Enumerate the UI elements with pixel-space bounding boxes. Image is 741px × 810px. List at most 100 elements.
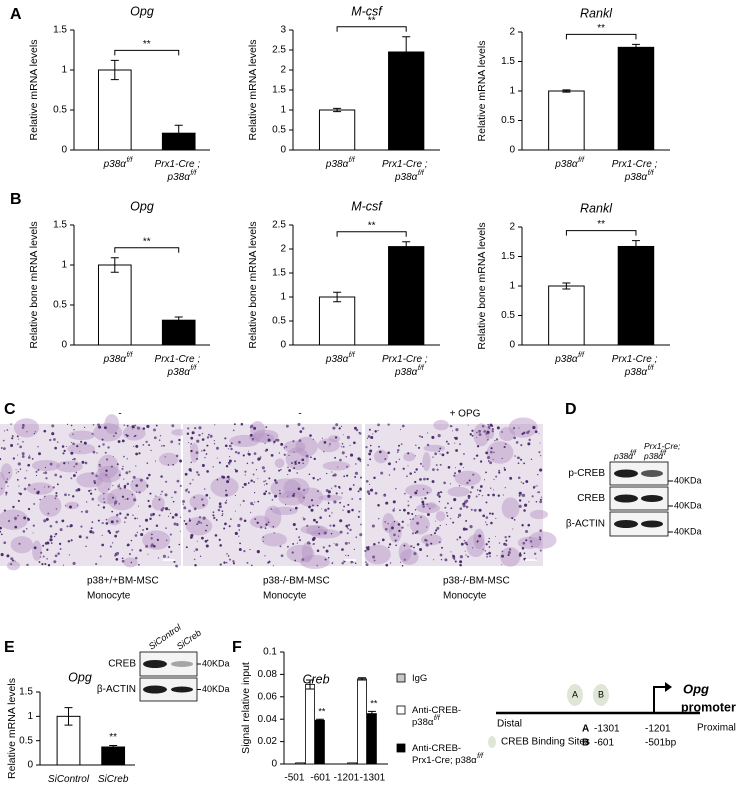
cell-dot (105, 458, 109, 461)
cell-dot (249, 433, 253, 437)
cell-dot (503, 466, 506, 469)
label-line: Prx1-Cre ; (155, 159, 203, 170)
cell-dot (132, 475, 136, 479)
cell-dot (341, 548, 344, 551)
bar (388, 51, 425, 151)
cell-dot (407, 500, 409, 502)
cell-dot (468, 479, 471, 482)
cell-dot (525, 539, 528, 542)
cell-blob (142, 530, 171, 550)
cell-blob (76, 472, 104, 488)
cell-dot (409, 472, 412, 475)
cell-blob (250, 420, 266, 440)
cell-dot (365, 561, 367, 563)
cell-dot (184, 522, 188, 526)
cell-dot (327, 490, 331, 494)
cell-dot (254, 518, 257, 521)
cell-dot (522, 482, 525, 485)
cell-dot (136, 426, 140, 430)
cell-dot (462, 466, 465, 469)
label-line: p38α (394, 367, 418, 378)
cell-dot (197, 473, 200, 476)
cell-dot (196, 523, 198, 526)
cell-dot (196, 457, 198, 460)
cell-dot (310, 499, 314, 502)
cell-blob (500, 547, 521, 567)
cell-dot (32, 524, 35, 527)
cell-dot (344, 541, 348, 545)
y-tick-label: 0 (280, 145, 286, 156)
cell-dot (161, 490, 164, 493)
y-axis-label: Relative mRNA levels (28, 40, 40, 141)
cell-dot (0, 526, 2, 530)
cell-dot (355, 428, 359, 432)
micrograph-caption: p38-/-BM-MSC (443, 576, 510, 587)
cell-dot (465, 528, 468, 531)
cell-dot (424, 538, 427, 542)
cell-dot (234, 468, 236, 470)
cell-dot (224, 444, 228, 448)
cell-dot (345, 524, 349, 528)
cell-dot (222, 475, 226, 479)
error-bar (315, 718, 324, 722)
cell-dot (312, 504, 314, 507)
cell-dot (225, 464, 229, 468)
cell-dot (459, 443, 461, 445)
cell-dot (425, 526, 428, 528)
cell-dot (308, 473, 311, 475)
binding-site-label: A (572, 689, 578, 699)
cell-dot (256, 550, 260, 554)
cell-dot (145, 440, 148, 444)
superscript: f/f (648, 170, 655, 177)
bar (97, 264, 132, 346)
cell-dot (205, 453, 208, 455)
error-bar (174, 316, 183, 324)
cell-dot (116, 463, 119, 466)
cell-dot (315, 521, 319, 524)
cell-dot (130, 561, 133, 564)
cell-dot (407, 465, 409, 467)
cell-dot (324, 508, 328, 512)
cell-dot (131, 480, 134, 482)
cell-dot (498, 542, 501, 544)
cell-dot (169, 512, 172, 515)
x-tick-label: -1301 (360, 773, 386, 784)
cell-dot (195, 548, 199, 552)
cell-dot (396, 451, 399, 453)
cell-dot (485, 516, 489, 519)
cell-blob (317, 438, 340, 453)
superscript: f/f (578, 157, 585, 164)
cell-blob (295, 436, 318, 457)
label-text: Prx1-Cre ; p38α (382, 354, 430, 378)
cell-dot (134, 517, 137, 520)
cell-dot (272, 525, 275, 528)
cell-dot (307, 541, 311, 545)
cell-dot (451, 425, 453, 427)
cell-dot (165, 539, 168, 542)
cell-dot (414, 480, 417, 484)
cell-dot (459, 563, 462, 567)
cell-dot (537, 491, 541, 494)
blot-band (641, 520, 663, 528)
cell-dot (18, 492, 20, 494)
cell-dot (406, 475, 408, 478)
cell-dot (49, 538, 53, 542)
cell-dot (374, 430, 377, 433)
y-axis-label: Relative mRNA levels (476, 41, 488, 142)
cell-dot (179, 530, 181, 532)
superscript: f/f (578, 352, 585, 359)
bar (617, 46, 655, 151)
error-bar (306, 679, 314, 690)
cell-dot (298, 538, 302, 542)
cell-blob (55, 460, 83, 473)
cell-dot (498, 471, 501, 474)
cell-dot (95, 562, 98, 565)
cell-dot (446, 502, 449, 505)
cell-dot (41, 563, 44, 566)
cell-dot (374, 491, 378, 495)
cell-dot (70, 539, 73, 542)
error-bar (358, 677, 366, 681)
cell-dot (349, 528, 352, 532)
cell-dot (187, 427, 190, 430)
cell-dot (201, 464, 205, 468)
